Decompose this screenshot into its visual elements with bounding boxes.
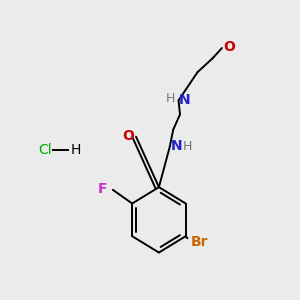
Text: H: H — [183, 140, 192, 153]
Text: Cl: Cl — [38, 143, 52, 157]
Text: H: H — [70, 143, 81, 157]
Text: N: N — [179, 93, 190, 107]
Text: O: O — [122, 129, 134, 143]
Text: N: N — [171, 139, 182, 153]
Text: F: F — [98, 182, 107, 196]
Text: O: O — [224, 40, 236, 54]
Text: H: H — [166, 92, 175, 105]
Text: Br: Br — [191, 235, 208, 249]
